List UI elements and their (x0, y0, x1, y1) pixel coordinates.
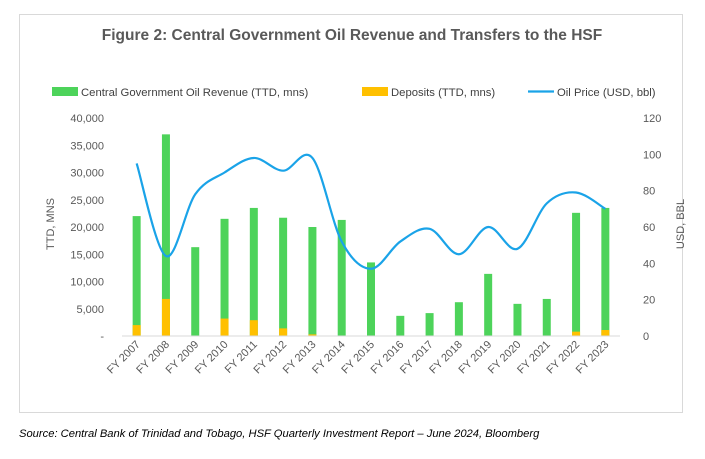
y2-tick-label: 60 (643, 222, 655, 234)
revenue-bar (484, 273, 493, 336)
revenue-bar (308, 227, 317, 336)
legend-swatch-deposits (362, 87, 388, 96)
deposit-bar (279, 328, 288, 336)
deposit-bar (220, 318, 229, 336)
revenue-bar (542, 298, 551, 336)
revenue-bar (454, 302, 463, 336)
y-tick-label: 5,000 (76, 304, 104, 316)
revenue-bar (249, 207, 258, 336)
y-tick-label: 10,000 (70, 277, 104, 289)
y-tick-label: 25,000 (70, 195, 104, 207)
y2-tick-label: 0 (643, 331, 649, 343)
deposit-bar (572, 331, 581, 336)
legend-label-revenue: Central Government Oil Revenue (TTD, mns… (81, 87, 308, 99)
revenue-bar (396, 315, 405, 336)
y-tick-label: 35,000 (70, 140, 104, 152)
y2-tick-label: 100 (643, 149, 661, 161)
y-tick-label: 30,000 (70, 168, 104, 180)
legend-swatch-revenue (52, 87, 78, 96)
deposit-bar (308, 334, 317, 336)
deposit-bar (249, 320, 258, 336)
legend-label-deposits: Deposits (TTD, mns) (391, 87, 495, 99)
revenue-bar (161, 134, 170, 336)
x-tick-label: FY 2023 (574, 339, 612, 377)
revenue-bar (132, 216, 141, 336)
revenue-bar (279, 217, 288, 336)
y2-tick-label: 20 (643, 295, 655, 307)
deposit-bar (161, 298, 170, 336)
y2-tick-label: 80 (643, 186, 655, 198)
y-tick-label: - (100, 331, 104, 343)
revenue-bar (367, 262, 375, 336)
revenue-bar (572, 212, 581, 336)
oil-price-line (135, 153, 606, 270)
source-note: Source: Central Bank of Trinidad and Tob… (19, 428, 540, 440)
revenue-bar (601, 207, 610, 336)
y-tick-label: 40,000 (70, 113, 104, 125)
y-axis-label: TTD, MNS (45, 198, 57, 250)
revenue-bar (337, 219, 346, 336)
deposit-bar (132, 325, 141, 336)
y2-axis-label: USD, BBL (675, 199, 687, 249)
revenue-bar (220, 218, 229, 336)
revenue-bar (513, 303, 522, 336)
y2-tick-label: 40 (643, 258, 655, 270)
legend-label-oil-price: Oil Price (USD, bbl) (557, 87, 656, 99)
chart-title: Figure 2: Central Government Oil Revenue… (101, 27, 603, 44)
deposit-bar (601, 330, 610, 336)
revenue-bar (425, 313, 434, 336)
revenue-bar (191, 247, 200, 336)
y-tick-label: 15,000 (70, 249, 104, 261)
y-tick-label: 20,000 (70, 222, 104, 234)
y2-tick-label: 120 (643, 113, 661, 125)
